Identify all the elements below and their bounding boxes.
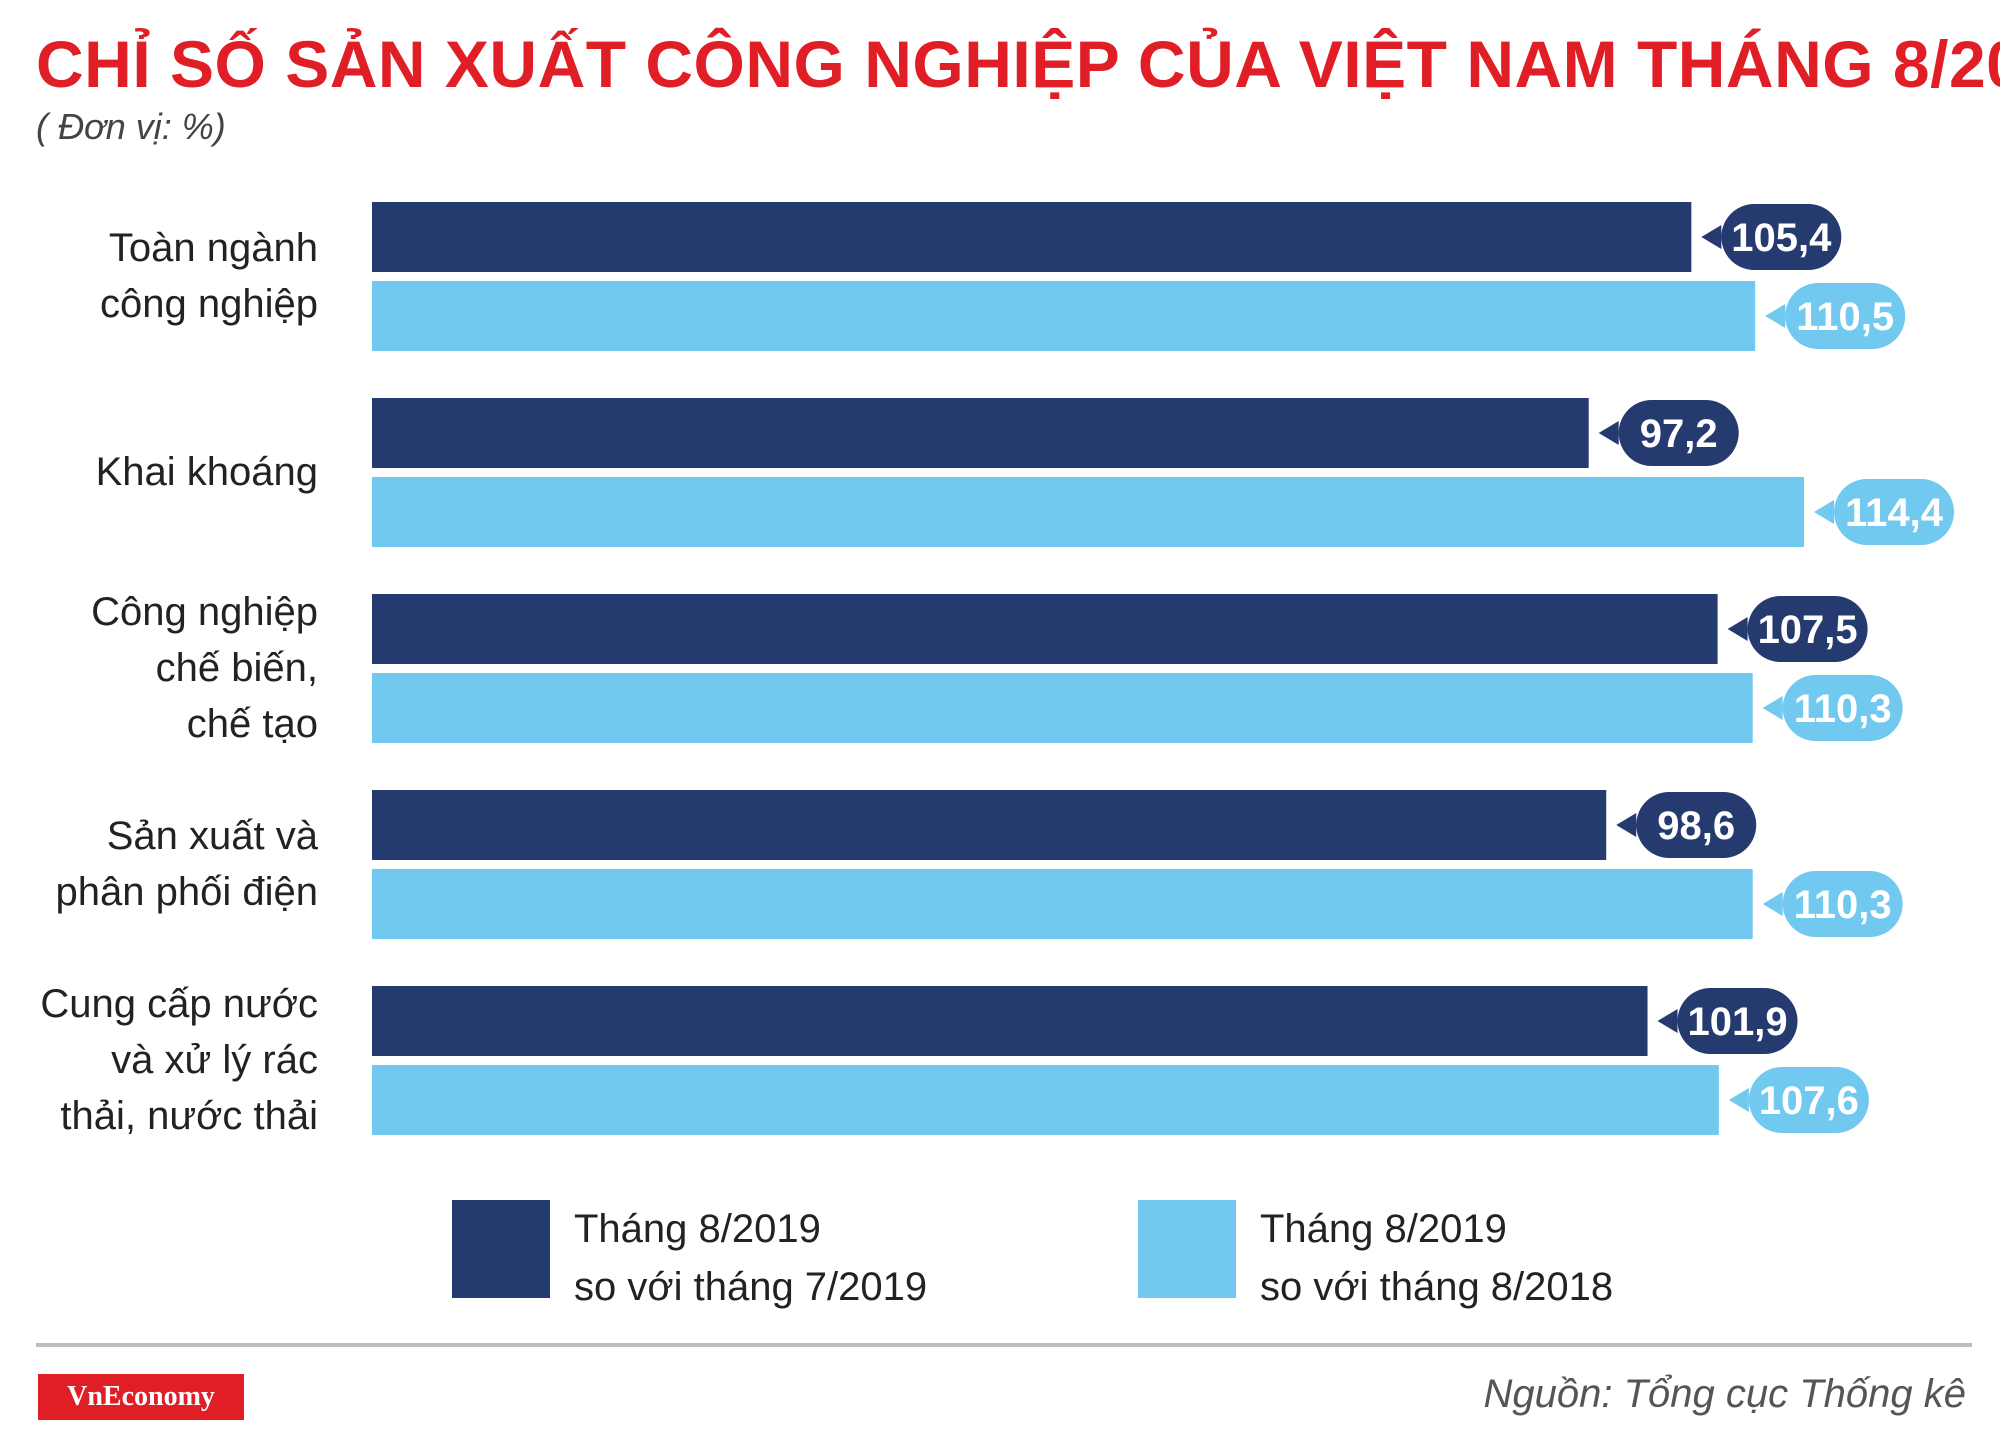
legend-label-line: Tháng 8/2019 xyxy=(574,1207,821,1251)
category-label-line: chế biến, xyxy=(155,646,318,690)
category-label-line: Toàn ngành xyxy=(108,226,318,270)
bar-chart: 105,4 110,5 97,2 114,4 107,5 110,3 98,6 110,3 10… xyxy=(372,202,1954,1135)
legend-item-monthly: Tháng 8/2019 so với tháng 7/2019 xyxy=(452,1200,927,1316)
bar-monthly xyxy=(372,202,1692,272)
category-label-line: thải, nước thải xyxy=(60,1094,318,1138)
category-label-line: công nghiệp xyxy=(100,282,318,326)
footer-divider xyxy=(36,1343,1972,1347)
bar-yearly xyxy=(372,1065,1719,1135)
category-label-line: và xử lý rác xyxy=(111,1038,318,1082)
data-label: 107,5 xyxy=(1758,608,1858,652)
bar-yearly xyxy=(372,477,1804,547)
value-callout xyxy=(1765,283,1906,349)
data-label: 114,4 xyxy=(1845,491,1944,535)
bar-monthly xyxy=(372,790,1607,860)
vneconomy-logo: VnEconomy xyxy=(38,1374,244,1420)
value-callout xyxy=(1762,675,1903,741)
category-label-line: Công nghiệp xyxy=(91,590,318,634)
bar-monthly xyxy=(372,594,1718,664)
value-callout xyxy=(1616,792,1757,858)
chart-title: CHỈ SỐ SẢN XUẤT CÔNG NGHIỆP CỦA VIỆT NAM… xyxy=(36,27,2000,101)
value-callout xyxy=(1762,871,1903,937)
value-callout xyxy=(1728,1067,1869,1133)
data-label: 110,5 xyxy=(1796,295,1894,339)
data-label: 110,3 xyxy=(1794,687,1892,731)
value-callout xyxy=(1701,204,1842,270)
bar-yearly xyxy=(372,869,1753,939)
category-label-line: Cung cấp nước xyxy=(40,982,318,1026)
legend-swatch-yearly xyxy=(1138,1200,1236,1298)
category-label: Sản xuất và phân phối điện xyxy=(56,808,318,920)
category-label-line: phân phối điện xyxy=(55,870,318,914)
category-label-line: Khai khoáng xyxy=(95,450,318,494)
category-label: Toàn ngành công nghiệp xyxy=(100,220,318,332)
legend-label-line: Tháng 8/2019 xyxy=(1260,1207,1507,1251)
bar-monthly xyxy=(372,398,1589,468)
bar-monthly xyxy=(372,986,1648,1056)
category-label-line: Sản xuất và xyxy=(106,814,318,858)
data-label: 98,6 xyxy=(1657,804,1735,848)
source-note: Nguồn: Tổng cục Thống kê xyxy=(1483,1372,1966,1416)
category-label: Công nghiệp chế biến, chế tạo xyxy=(91,584,318,752)
data-label: 101,9 xyxy=(1687,1000,1787,1044)
legend-label-line: so với tháng 7/2019 xyxy=(574,1265,928,1309)
category-label: Cung cấp nước và xử lý rác thải, nước thải xyxy=(40,976,318,1144)
category-label: Khai khoáng xyxy=(96,444,318,500)
value-callout xyxy=(1598,400,1739,466)
value-callout xyxy=(1657,988,1798,1054)
value-callout xyxy=(1727,596,1868,662)
value-callout xyxy=(1814,479,1954,545)
legend-label-line: so với tháng 8/2018 xyxy=(1260,1265,1614,1309)
legend-item-yearly: Tháng 8/2019 so với tháng 8/2018 xyxy=(1138,1200,1613,1316)
data-label: 97,2 xyxy=(1640,412,1718,456)
bar-yearly xyxy=(372,281,1756,351)
unit-label: ( Đơn vị: %) xyxy=(36,106,226,147)
data-label: 107,6 xyxy=(1759,1079,1859,1123)
data-label: 105,4 xyxy=(1731,216,1832,260)
legend-swatch-monthly xyxy=(452,1200,550,1298)
category-label-line: chế tạo xyxy=(186,702,318,746)
bar-yearly xyxy=(372,673,1753,743)
data-label: 110,3 xyxy=(1794,883,1892,927)
